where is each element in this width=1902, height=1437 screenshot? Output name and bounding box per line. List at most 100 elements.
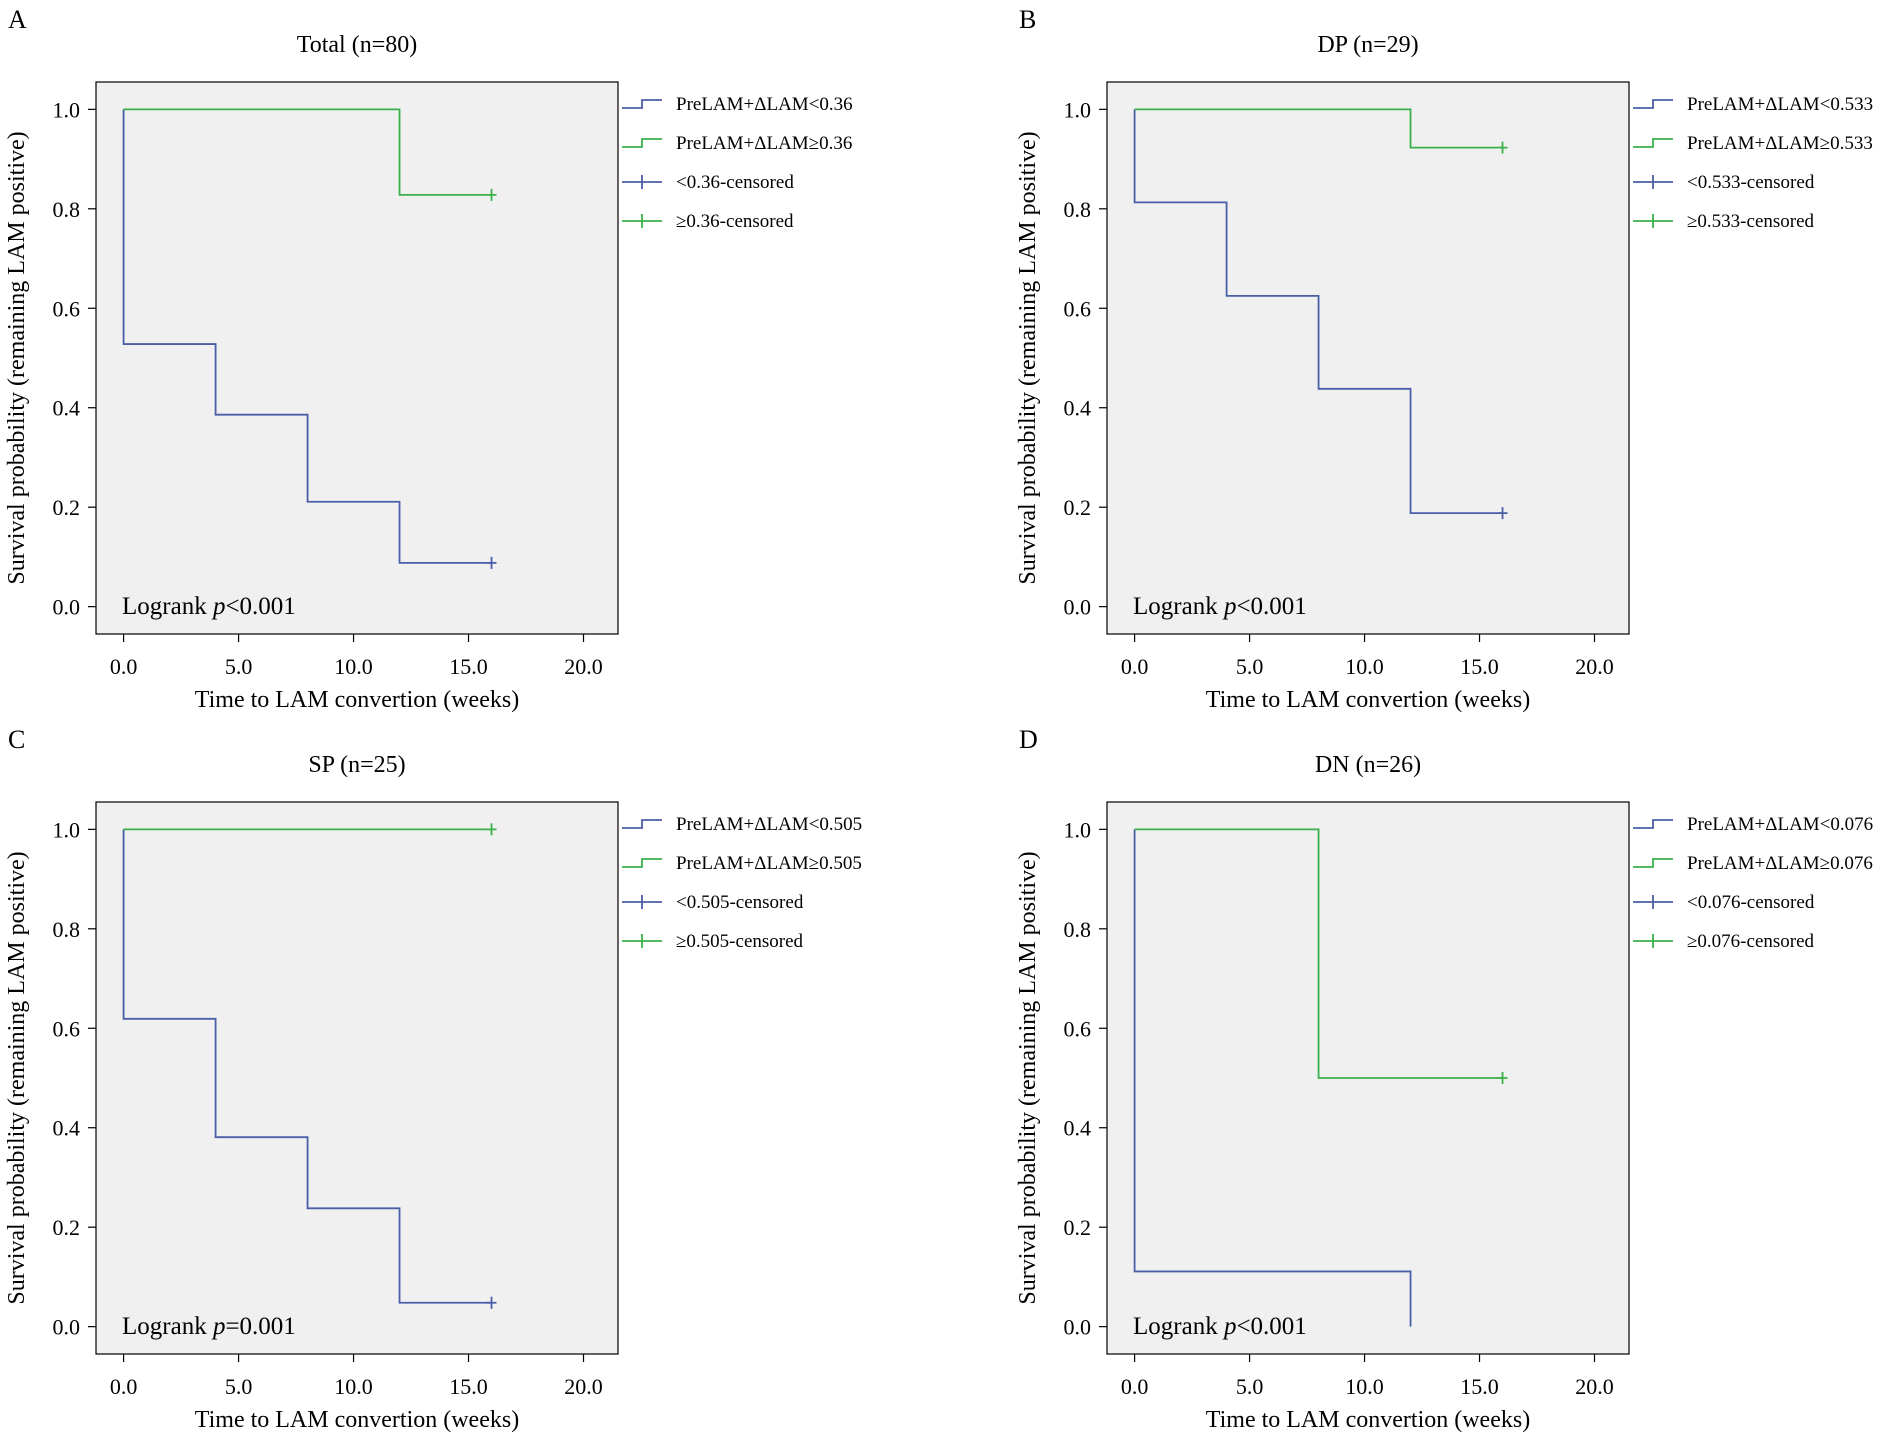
y-tick-label: 0.4 bbox=[53, 396, 81, 421]
x-tick-label: 0.0 bbox=[1121, 1374, 1149, 1399]
y-tick-label: 0.4 bbox=[53, 1116, 81, 1141]
km-curve-low bbox=[1133, 109, 1503, 515]
y-tick-label: 0.0 bbox=[1064, 595, 1092, 620]
logrank-annotation: Logrank p<0.001 bbox=[1133, 593, 1307, 620]
x-tick-label: 15.0 bbox=[449, 654, 488, 679]
legend-entry: <0.076-censored bbox=[1687, 892, 1815, 913]
censor-mark-high bbox=[486, 188, 497, 201]
x-tick-label: 20.0 bbox=[564, 654, 603, 679]
legend-entry: PreLAM+ΔLAM<0.505 bbox=[676, 814, 862, 835]
x-tick-label: 5.0 bbox=[225, 654, 253, 679]
y-tick-label: 1.0 bbox=[53, 97, 81, 122]
logrank-p: p bbox=[1222, 1313, 1237, 1340]
y-tick-label: 0.2 bbox=[53, 495, 81, 520]
panel-d: D DN (n=26) 0.0 0.2 0.4 0.6 0.8 1.0 0.0 5.0 10.0 15… bbox=[1015, 725, 1873, 1433]
y-tick-label: 0.6 bbox=[53, 296, 81, 321]
plot-area bbox=[95, 801, 619, 1355]
y-tick-label: 0.4 bbox=[1064, 396, 1092, 421]
legend-entry: PreLAM+ΔLAM<0.36 bbox=[676, 94, 853, 115]
y-tick-label: 0.4 bbox=[1064, 1116, 1092, 1141]
x-axis-label: Time to LAM convertion (weeks) bbox=[1206, 687, 1530, 713]
legend-entry: ≥0.076-censored bbox=[1687, 931, 1815, 952]
y-tick-label: 0.6 bbox=[1064, 296, 1092, 321]
y-tick-label: 0.0 bbox=[53, 595, 81, 620]
panel-letter: A bbox=[8, 5, 27, 34]
logrank-value: <0.001 bbox=[1236, 1313, 1306, 1340]
censor-mark-high bbox=[486, 823, 497, 836]
logrank-p: p bbox=[211, 1313, 226, 1340]
x-axis-label: Time to LAM convertion (weeks) bbox=[1206, 1407, 1530, 1433]
logrank-prefix: Logrank bbox=[122, 593, 213, 620]
y-axis-label: Survival probability (remaining LAM posi… bbox=[1015, 851, 1041, 1304]
x-tick-label: 10.0 bbox=[334, 654, 373, 679]
km-curve-high bbox=[123, 108, 492, 196]
x-tick-label: 0.0 bbox=[110, 1374, 138, 1399]
x-tick-label: 0.0 bbox=[110, 654, 138, 679]
y-tick-label: 0.8 bbox=[1064, 917, 1092, 942]
y-tick-label: 1.0 bbox=[1064, 97, 1092, 122]
panel-c: C SP (n=25) 0.0 0.2 0.4 0.6 0.8 1.0 0.0 5.0 10.0 15… bbox=[4, 725, 862, 1433]
legend-step-swatch bbox=[622, 99, 662, 109]
panel-title: DN (n=26) bbox=[1315, 752, 1421, 778]
y-tick-label: 0.8 bbox=[53, 917, 81, 942]
x-tick-label: 20.0 bbox=[564, 1374, 603, 1399]
logrank-annotation: Logrank p<0.001 bbox=[1133, 1313, 1307, 1340]
panel-title: Total (n=80) bbox=[297, 32, 418, 58]
legend-entry: <0.505-censored bbox=[676, 892, 804, 913]
logrank-p: p bbox=[211, 593, 226, 620]
logrank-annotation: Logrank p=0.001 bbox=[122, 1313, 296, 1340]
km-curve-low bbox=[122, 109, 492, 564]
legend-step-swatch bbox=[622, 819, 662, 829]
censor-mark-low bbox=[486, 1296, 497, 1309]
logrank-value: <0.001 bbox=[1236, 593, 1306, 620]
x-tick-label: 20.0 bbox=[1575, 1374, 1614, 1399]
legend-entry: ≥0.533-censored bbox=[1687, 211, 1815, 232]
legend-entry: <0.36-censored bbox=[676, 172, 794, 193]
y-tick-label: 0.8 bbox=[1064, 197, 1092, 222]
y-tick-label: 0.0 bbox=[1064, 1315, 1092, 1340]
x-tick-label: 10.0 bbox=[1345, 1374, 1384, 1399]
y-tick-label: 0.0 bbox=[53, 1315, 81, 1340]
legend-step-swatch bbox=[622, 858, 662, 868]
y-tick-label: 0.6 bbox=[1064, 1016, 1092, 1041]
legend-step-swatch bbox=[1633, 99, 1673, 109]
legend-entry: PreLAM+ΔLAM<0.076 bbox=[1687, 814, 1873, 835]
legend-censor-swatch bbox=[622, 175, 662, 189]
legend-entry: PreLAM+ΔLAM≥0.533 bbox=[1687, 133, 1873, 154]
logrank-prefix: Logrank bbox=[1133, 593, 1224, 620]
panel-title: DP (n=29) bbox=[1317, 32, 1418, 58]
km-curve-low bbox=[1133, 829, 1412, 1327]
logrank-value: =0.001 bbox=[225, 1313, 295, 1340]
legend-censor-swatch bbox=[1633, 895, 1673, 909]
legend-entry: ≥0.36-censored bbox=[676, 211, 794, 232]
x-tick-label: 15.0 bbox=[1460, 654, 1499, 679]
logrank-prefix: Logrank bbox=[122, 1313, 213, 1340]
panel-letter: B bbox=[1019, 5, 1036, 34]
legend-step-swatch bbox=[1633, 858, 1673, 868]
panel-a: A Total (n=80) 0.0 0.2 0.4 0.6 0.8 1.0 0.0 5.0 10.… bbox=[4, 5, 853, 713]
y-axis-label: Survival probability (remaining LAM posi… bbox=[4, 131, 30, 584]
y-axis-label: Survival probability (remaining LAM posi… bbox=[1015, 131, 1041, 584]
plot-area bbox=[1106, 81, 1630, 635]
legend-step-swatch bbox=[622, 138, 662, 148]
legend-censor-swatch bbox=[1633, 175, 1673, 189]
legend-entry: ≥0.505-censored bbox=[676, 931, 804, 952]
panel-title: SP (n=25) bbox=[308, 752, 405, 778]
km-curve-high bbox=[1134, 828, 1503, 1079]
censor-mark-high bbox=[1497, 1072, 1508, 1084]
x-axis-label: Time to LAM convertion (weeks) bbox=[195, 1407, 519, 1433]
y-axis-label: Survival probability (remaining LAM posi… bbox=[4, 851, 30, 1304]
legend-entry: PreLAM+ΔLAM<0.533 bbox=[1687, 94, 1873, 115]
censor-mark-low bbox=[486, 556, 497, 569]
x-tick-label: 5.0 bbox=[225, 1374, 253, 1399]
legend-step-swatch bbox=[1633, 819, 1673, 829]
censor-mark-low bbox=[1497, 507, 1508, 520]
km-curve-low bbox=[122, 829, 492, 1304]
legend-censor-swatch bbox=[622, 214, 662, 228]
legend-step-swatch bbox=[1633, 138, 1673, 148]
x-tick-label: 5.0 bbox=[1236, 1374, 1264, 1399]
x-tick-label: 10.0 bbox=[1345, 654, 1384, 679]
panel-letter: C bbox=[8, 725, 25, 754]
plot-area bbox=[95, 81, 619, 635]
